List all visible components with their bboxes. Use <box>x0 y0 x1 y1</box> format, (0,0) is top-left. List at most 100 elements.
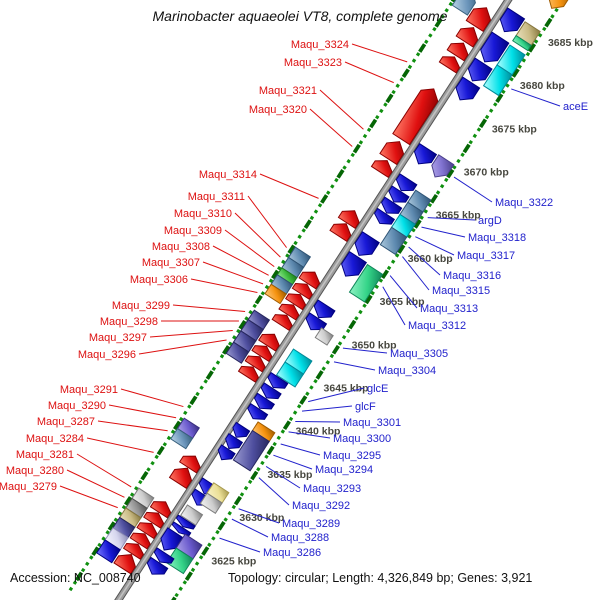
gene-glyph[interactable] <box>512 34 532 52</box>
gene-glyph[interactable] <box>165 547 194 575</box>
gene-glyph[interactable] <box>113 549 140 575</box>
gene-glyph[interactable] <box>265 371 289 393</box>
gene-glyph[interactable] <box>348 263 384 303</box>
gene-label[interactable]: Maqu_3301 <box>343 417 401 429</box>
gene-glyph[interactable] <box>264 283 287 305</box>
gene-label[interactable]: aceE <box>563 101 588 113</box>
gene-glyph[interactable] <box>170 427 194 450</box>
gene-label[interactable]: Maqu_3291 <box>60 384 118 396</box>
gene-label[interactable]: Maqu_3308 <box>152 241 210 253</box>
gene-label[interactable]: Maqu_3292 <box>292 500 350 512</box>
gene-glyph[interactable] <box>258 382 282 403</box>
gene-label[interactable]: Maqu_3309 <box>164 225 222 237</box>
gene-glyph[interactable] <box>251 392 276 413</box>
gene-glyph[interactable] <box>496 7 526 37</box>
gene-glyph[interactable] <box>438 52 463 74</box>
gene-glyph[interactable] <box>291 279 315 300</box>
gene-glyph[interactable] <box>446 38 472 62</box>
gene-glyph[interactable] <box>455 22 482 48</box>
gene-glyph[interactable] <box>149 496 174 519</box>
gene-glyph[interactable] <box>122 539 147 560</box>
gene-glyph[interactable] <box>451 0 479 16</box>
gene-glyph[interactable] <box>392 84 442 146</box>
gene-glyph[interactable] <box>378 196 403 218</box>
gene-label[interactable]: Maqu_3280 <box>6 465 64 477</box>
gene-label[interactable]: Maqu_3314 <box>199 169 257 181</box>
gene-label[interactable]: Maqu_3316 <box>443 270 501 282</box>
gene-label[interactable]: Maqu_3293 <box>303 483 361 495</box>
gene-glyph[interactable] <box>314 327 334 346</box>
gene-label[interactable]: Maqu_3305 <box>390 348 448 360</box>
gene-label[interactable]: Maqu_3289 <box>282 518 340 530</box>
gene-label[interactable]: Maqu_3295 <box>323 450 381 462</box>
gene-label[interactable]: Maqu_3299 <box>112 300 170 312</box>
gene-glyph[interactable] <box>178 451 204 474</box>
gene-glyph[interactable] <box>271 310 295 331</box>
gene-glyph[interactable] <box>152 547 175 568</box>
gene-label[interactable]: Maqu_3300 <box>333 433 391 445</box>
gene-label[interactable]: Maqu_3296 <box>78 349 136 361</box>
gene-label[interactable]: Maqu_3297 <box>89 332 147 344</box>
gene-glyph[interactable] <box>225 341 250 364</box>
gene-glyph[interactable] <box>337 205 363 229</box>
gene-glyph[interactable] <box>179 504 204 526</box>
gene-glyph[interactable] <box>370 155 396 179</box>
gene-glyph[interactable] <box>452 76 481 105</box>
gene-glyph[interactable] <box>284 289 309 311</box>
gene-glyph[interactable] <box>215 444 236 464</box>
gene-label[interactable]: Maqu_3307 <box>142 257 200 269</box>
gene-glyph[interactable] <box>275 361 305 388</box>
gene-glyph[interactable] <box>310 299 336 323</box>
gene-glyph[interactable] <box>464 57 493 86</box>
gene-label[interactable]: Maqu_3310 <box>174 208 232 220</box>
gene-glyph[interactable] <box>244 351 268 373</box>
gene-glyph[interactable] <box>385 185 410 207</box>
gene-glyph[interactable] <box>199 492 223 515</box>
gene-glyph[interactable] <box>393 173 418 196</box>
gene-label[interactable]: Maqu_3322 <box>495 197 553 209</box>
gene-glyph[interactable] <box>129 528 153 550</box>
gene-glyph[interactable] <box>337 250 368 282</box>
gene-glyph[interactable] <box>410 142 438 170</box>
gene-label[interactable]: Maqu_3304 <box>378 365 436 377</box>
gene-glyph[interactable] <box>302 312 328 335</box>
gene-glyph[interactable] <box>329 218 355 242</box>
gene-glyph[interactable] <box>95 539 121 564</box>
gene-label[interactable]: Maqu_3323 <box>284 57 342 69</box>
gene-glyph[interactable] <box>136 518 160 540</box>
gene-glyph[interactable] <box>379 226 408 256</box>
gene-label[interactable]: Maqu_3287 <box>37 416 95 428</box>
gene-label[interactable]: Maqu_3290 <box>48 400 106 412</box>
gene-label[interactable]: glcF <box>355 401 376 413</box>
gene-glyph[interactable] <box>143 508 167 529</box>
gene-glyph[interactable] <box>379 136 408 166</box>
gene-glyph[interactable] <box>427 154 455 182</box>
gene-label[interactable]: Maqu_3315 <box>432 285 490 297</box>
gene-glyph[interactable] <box>245 403 269 424</box>
gene-glyph[interactable] <box>465 2 495 33</box>
gene-glyph[interactable] <box>232 429 270 472</box>
gene-glyph[interactable] <box>258 329 283 352</box>
gene-label[interactable]: argD <box>478 215 502 227</box>
gene-glyph[interactable] <box>298 267 323 290</box>
gene-label[interactable]: Maqu_3313 <box>420 303 478 315</box>
gene-glyph[interactable] <box>278 299 302 321</box>
gene-glyph[interactable] <box>251 341 275 363</box>
gene-label[interactable]: Maqu_3312 <box>408 320 466 332</box>
gene-glyph[interactable] <box>171 521 192 538</box>
gene-glyph[interactable] <box>476 31 510 67</box>
gene-glyph[interactable] <box>351 231 380 261</box>
gene-label[interactable]: Maqu_3318 <box>468 232 526 244</box>
gene-glyph[interactable] <box>157 527 184 555</box>
gene-glyph[interactable] <box>544 0 574 13</box>
gene-label[interactable]: Maqu_3281 <box>16 449 74 461</box>
gene-glyph[interactable] <box>168 463 196 490</box>
gene-label[interactable]: Maqu_3284 <box>26 433 84 445</box>
gene-label[interactable]: Maqu_3288 <box>271 532 329 544</box>
gene-glyph[interactable] <box>144 556 169 579</box>
gene-label[interactable]: Maqu_3321 <box>259 85 317 97</box>
gene-label[interactable]: Maqu_3306 <box>130 274 188 286</box>
gene-label[interactable]: Maqu_3317 <box>457 250 515 262</box>
gene-label[interactable]: Maqu_3286 <box>263 547 321 559</box>
gene-glyph[interactable] <box>482 64 513 97</box>
